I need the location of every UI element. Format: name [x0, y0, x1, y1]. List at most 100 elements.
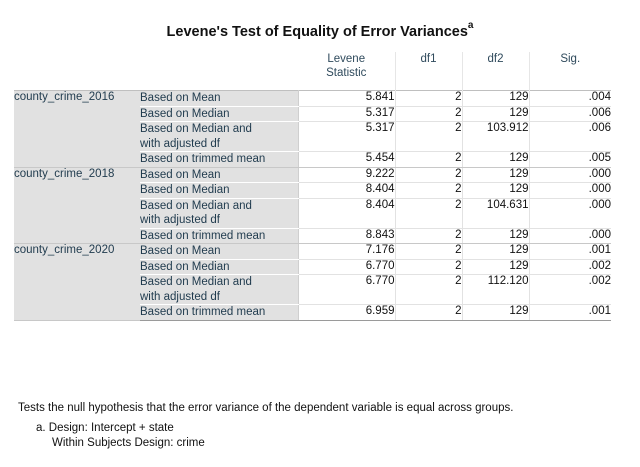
df1-cell: 2 — [394, 151, 462, 168]
header-df2: df2 — [461, 52, 529, 91]
statistic-cell: 5.317 — [297, 106, 395, 122]
df1-cell: 2 — [394, 182, 462, 199]
variable-label: county_crime_2020 — [14, 243, 140, 321]
method-label: Based on Median — [140, 106, 298, 122]
group-2016: county_crime_2016 Based on Mean 5.841 2 … — [14, 90, 611, 168]
table-row: Based on trimmed mean 5.454 2 129 .005 — [14, 151, 611, 168]
method-label: Based on Mean — [140, 167, 298, 183]
method-label: Based on Median — [140, 182, 298, 199]
footnote-null-hypothesis: Tests the null hypothesis that the error… — [18, 402, 514, 414]
header-blank — [14, 52, 298, 91]
group-2018: county_crime_2018 Based on Mean 9.222 2 … — [14, 167, 611, 244]
statistic-cell: 6.770 — [297, 259, 395, 275]
table-row: Based on Median 5.317 2 129 .006 — [14, 106, 611, 122]
df2-cell: 129 — [461, 167, 529, 183]
method-label: Based on trimmed mean — [140, 228, 298, 244]
sig-cell: .002 — [528, 259, 611, 275]
df2-cell: 112.120 — [461, 274, 529, 305]
df1-cell: 2 — [394, 274, 462, 305]
footnote-a-design: a. Design: Intercept + state — [36, 422, 174, 434]
table-row: Based on Median and with adjusted df 6.7… — [14, 274, 611, 305]
statistic-cell: 8.843 — [297, 228, 395, 244]
method-label-line2: with adjusted df — [140, 137, 220, 150]
method-label-line1: Based on Median and — [140, 199, 252, 212]
method-label-line2: with adjusted df — [140, 290, 220, 303]
statistic-cell: 5.841 — [297, 90, 395, 107]
table-row: Based on Median 8.404 2 129 .000 — [14, 182, 611, 199]
method-label: Based on Median — [140, 259, 298, 275]
df1-cell: 2 — [394, 243, 462, 260]
sig-cell: .005 — [528, 151, 611, 168]
table-row: Based on Median 6.770 2 129 .002 — [14, 259, 611, 275]
df1-cell: 2 — [394, 106, 462, 122]
sig-cell: .004 — [528, 90, 611, 107]
sig-cell: .006 — [528, 121, 611, 152]
method-label: Based on trimmed mean — [140, 151, 298, 168]
sig-cell: .006 — [528, 106, 611, 122]
df2-cell: 129 — [461, 182, 529, 199]
method-label: Based on Median and with adjusted df — [140, 274, 298, 305]
table-row: Based on Median and with adjusted df 5.3… — [14, 121, 611, 152]
table-row: county_crime_2018 Based on Mean 9.222 2 … — [14, 167, 611, 244]
method-label: Based on Median and with adjusted df — [140, 198, 298, 229]
group-2020: county_crime_2020 Based on Mean 7.176 2 … — [14, 243, 611, 321]
method-label-line2: with adjusted df — [140, 214, 220, 226]
header-stat-line1: Levene — [327, 53, 366, 65]
statistic-cell: 8.404 — [297, 198, 395, 229]
table-title: Levene's Test of Equality of Error Varia… — [0, 20, 640, 40]
sig-cell: .000 — [528, 167, 611, 183]
variable-label: county_crime_2018 — [14, 167, 140, 244]
statistic-cell: 7.176 — [297, 243, 395, 260]
table-title-text: Levene's Test of Equality of Error Varia… — [166, 23, 468, 40]
table-row: county_crime_2016 Based on Mean 5.841 2 … — [14, 90, 611, 168]
sig-cell: .000 — [528, 198, 611, 229]
statistic-cell: 9.222 — [297, 167, 395, 183]
statistic-cell: 5.317 — [297, 121, 395, 152]
df1-cell: 2 — [394, 228, 462, 244]
header-levene-statistic: Levene Statistic — [298, 52, 395, 91]
df1-cell: 2 — [394, 167, 462, 183]
header-row: Levene Statistic df1 df2 Sig. — [14, 52, 611, 91]
df2-cell: 103.912 — [461, 121, 529, 152]
statistic-cell: 8.404 — [297, 182, 395, 199]
df1-cell: 2 — [394, 121, 462, 152]
table-row: Based on trimmed mean 6.959 2 129 .001 — [14, 304, 611, 321]
df2-cell: 129 — [461, 243, 529, 260]
table-row: county_crime_2020 Based on Mean 7.176 2 … — [14, 243, 611, 321]
header-sig: Sig. — [528, 52, 611, 91]
df2-cell: 129 — [461, 90, 529, 107]
method-label: Based on Mean — [140, 90, 298, 107]
sig-cell: .000 — [528, 228, 611, 244]
statistic-cell: 6.959 — [297, 304, 395, 321]
df1-cell: 2 — [394, 259, 462, 275]
df2-cell: 104.631 — [461, 198, 529, 229]
df1-cell: 2 — [394, 198, 462, 229]
footnote-a-within-design: Within Subjects Design: crime — [52, 437, 205, 449]
method-label-line1: Based on Median and — [140, 123, 252, 135]
df2-cell: 129 — [461, 259, 529, 275]
method-label: Based on Mean — [140, 243, 298, 260]
statistic-cell: 5.454 — [297, 151, 395, 168]
method-label-line1: Based on Median and — [140, 276, 252, 288]
df2-cell: 129 — [461, 151, 529, 168]
sig-cell: .001 — [528, 304, 611, 321]
df2-cell: 129 — [461, 228, 529, 244]
header-df1: df1 — [394, 52, 462, 91]
method-label: Based on trimmed mean — [140, 304, 298, 321]
header-stat-line2: Statistic — [326, 67, 367, 79]
title-footnote-marker: a — [467, 20, 474, 31]
df1-cell: 2 — [394, 90, 462, 107]
statistic-cell: 6.770 — [297, 274, 395, 305]
footnote-a: a. Design: Intercept + state Within Subj… — [36, 421, 205, 451]
df2-cell: 129 — [461, 106, 529, 122]
levene-table: Levene Statistic df1 df2 Sig. county_cri… — [14, 52, 611, 321]
sig-cell: .001 — [528, 243, 611, 260]
sig-cell: .000 — [528, 182, 611, 199]
table-row: Based on Median and with adjusted df 8.4… — [14, 198, 611, 229]
df2-cell: 129 — [461, 304, 529, 321]
variable-label: county_crime_2016 — [14, 90, 140, 168]
method-label: Based on Median and with adjusted df — [140, 121, 298, 152]
sig-cell: .002 — [528, 274, 611, 305]
table-row: Based on trimmed mean 8.843 2 129 .000 — [14, 228, 611, 244]
df1-cell: 2 — [394, 304, 462, 321]
